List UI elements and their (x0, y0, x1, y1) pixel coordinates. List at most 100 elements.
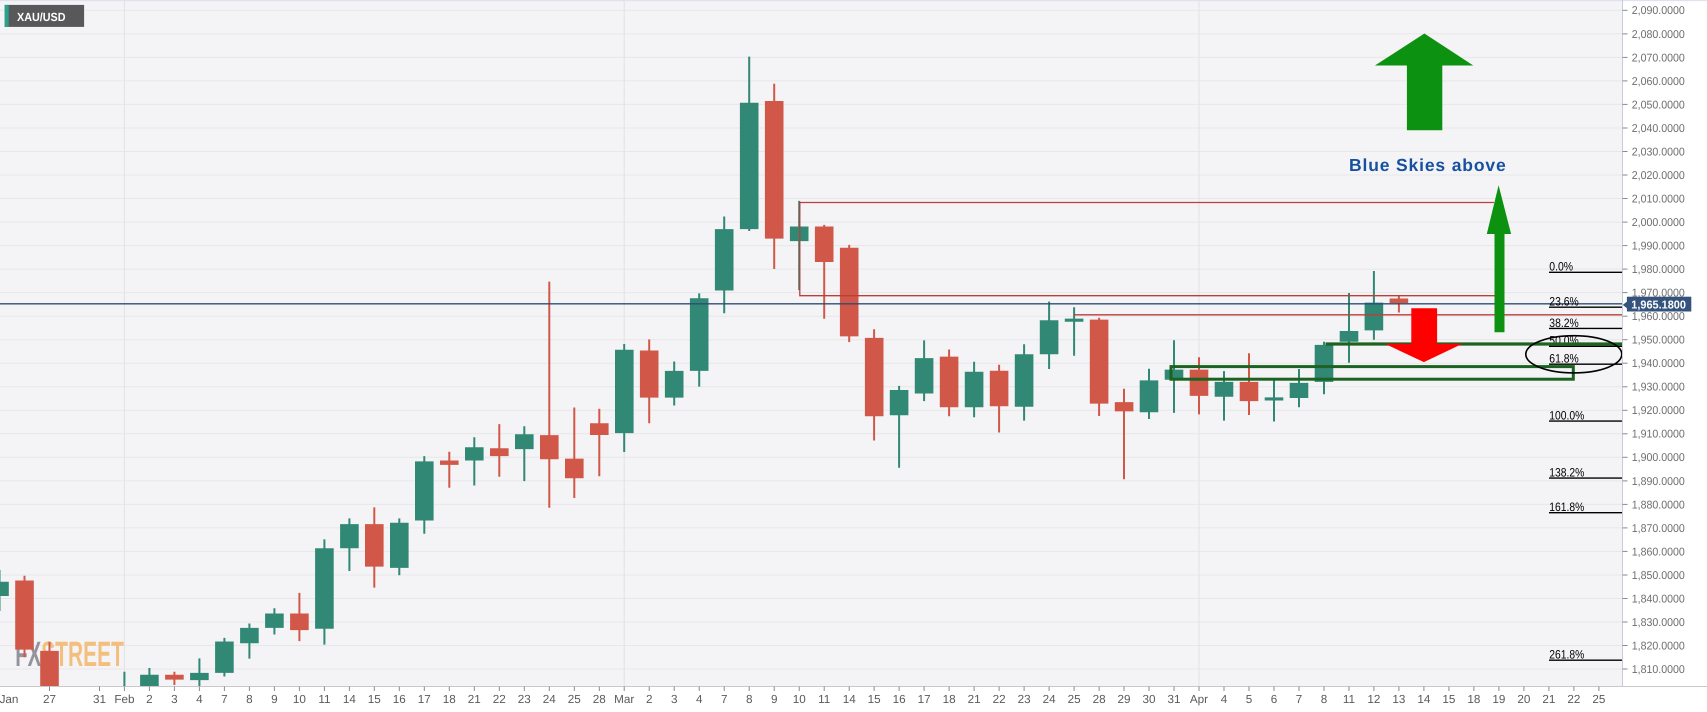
svg-text:7: 7 (221, 693, 228, 706)
svg-text:1,830.0000: 1,830.0000 (1632, 617, 1685, 629)
svg-text:28: 28 (1093, 693, 1106, 706)
svg-text:23: 23 (518, 693, 531, 706)
svg-text:1,870.0000: 1,870.0000 (1632, 523, 1685, 535)
svg-text:2,020.0000: 2,020.0000 (1632, 170, 1685, 182)
svg-text:9: 9 (771, 693, 778, 706)
svg-text:22: 22 (493, 693, 506, 706)
svg-text:16: 16 (393, 693, 406, 706)
svg-text:1,820.0000: 1,820.0000 (1632, 640, 1685, 652)
svg-text:9: 9 (271, 693, 278, 706)
svg-text:13: 13 (1392, 693, 1405, 706)
svg-text:2,060.0000: 2,060.0000 (1632, 76, 1685, 88)
svg-text:25: 25 (1592, 693, 1606, 706)
svg-text:1,810.0000: 1,810.0000 (1632, 664, 1685, 676)
svg-text:8: 8 (746, 693, 753, 706)
svg-text:2,040.0000: 2,040.0000 (1632, 123, 1685, 135)
svg-text:3: 3 (671, 693, 678, 706)
svg-text:11: 11 (1343, 693, 1355, 706)
svg-text:1,920.0000: 1,920.0000 (1632, 405, 1685, 417)
svg-text:23.6%: 23.6% (1549, 295, 1579, 309)
svg-text:19: 19 (1492, 693, 1505, 706)
svg-text:22: 22 (1567, 693, 1580, 706)
svg-text:4: 4 (196, 693, 203, 706)
svg-text:2,010.0000: 2,010.0000 (1632, 193, 1685, 205)
svg-text:31: 31 (1167, 693, 1180, 706)
svg-text:1,890.0000: 1,890.0000 (1632, 476, 1685, 488)
svg-text:Feb: Feb (114, 693, 135, 706)
svg-text:261.8%: 261.8% (1549, 648, 1584, 662)
svg-text:25: 25 (1068, 693, 1082, 706)
svg-text:1,910.0000: 1,910.0000 (1632, 429, 1685, 441)
svg-text:1,940.0000: 1,940.0000 (1632, 358, 1685, 370)
svg-text:8: 8 (246, 693, 253, 706)
svg-text:100.0%: 100.0% (1549, 409, 1584, 423)
svg-text:24: 24 (1043, 693, 1057, 706)
svg-text:Jan: Jan (0, 693, 18, 706)
svg-text:25: 25 (568, 693, 582, 706)
svg-text:17: 17 (918, 693, 931, 706)
svg-text:4: 4 (696, 693, 703, 706)
svg-text:10: 10 (793, 693, 807, 706)
svg-text:30: 30 (1142, 693, 1156, 706)
svg-text:27: 27 (43, 693, 56, 706)
svg-text:23: 23 (1018, 693, 1031, 706)
svg-text:1,990.0000: 1,990.0000 (1632, 241, 1685, 253)
svg-text:15: 15 (368, 693, 382, 706)
svg-text:14: 14 (1417, 693, 1431, 706)
svg-text:31: 31 (93, 693, 106, 706)
svg-text:XAU/USD: XAU/USD (17, 10, 66, 24)
svg-text:2,000.0000: 2,000.0000 (1632, 217, 1685, 229)
svg-text:17: 17 (418, 693, 431, 706)
svg-text:7: 7 (721, 693, 728, 706)
svg-text:2: 2 (646, 693, 653, 706)
svg-text:1,850.0000: 1,850.0000 (1632, 570, 1685, 582)
svg-text:12: 12 (1367, 693, 1380, 706)
svg-text:1,880.0000: 1,880.0000 (1632, 499, 1685, 511)
svg-text:24: 24 (543, 693, 557, 706)
svg-text:1,950.0000: 1,950.0000 (1632, 335, 1685, 347)
svg-text:4: 4 (1221, 693, 1228, 706)
svg-text:7: 7 (1296, 693, 1303, 706)
svg-text:5: 5 (1246, 693, 1253, 706)
svg-text:2,070.0000: 2,070.0000 (1632, 52, 1685, 64)
svg-text:1,860.0000: 1,860.0000 (1632, 546, 1685, 558)
svg-text:1,960.0000: 1,960.0000 (1632, 311, 1685, 323)
svg-text:61.8%: 61.8% (1549, 352, 1579, 366)
svg-text:2,080.0000: 2,080.0000 (1632, 29, 1685, 41)
svg-text:Mar: Mar (614, 693, 634, 706)
svg-text:15: 15 (868, 693, 882, 706)
svg-text:21: 21 (468, 693, 481, 706)
svg-text:15: 15 (1442, 693, 1456, 706)
svg-text:2,050.0000: 2,050.0000 (1632, 99, 1685, 111)
svg-text:1,970.0000: 1,970.0000 (1632, 288, 1685, 300)
svg-text:2,090.0000: 2,090.0000 (1632, 5, 1685, 17)
svg-text:38.2%: 38.2% (1549, 316, 1579, 330)
svg-text:2,030.0000: 2,030.0000 (1632, 146, 1685, 158)
svg-text:11: 11 (318, 693, 330, 706)
svg-text:6: 6 (1271, 693, 1278, 706)
svg-text:16: 16 (893, 693, 906, 706)
svg-text:1,840.0000: 1,840.0000 (1632, 593, 1685, 605)
svg-text:11: 11 (818, 693, 830, 706)
svg-text:1,980.0000: 1,980.0000 (1632, 264, 1685, 276)
svg-text:1,965.1800: 1,965.1800 (1631, 299, 1686, 311)
svg-text:18: 18 (443, 693, 456, 706)
svg-text:10: 10 (293, 693, 307, 706)
svg-text:138.2%: 138.2% (1549, 466, 1584, 480)
svg-text:1,930.0000: 1,930.0000 (1632, 382, 1685, 394)
svg-text:29: 29 (1117, 693, 1130, 706)
svg-text:0.0%: 0.0% (1549, 260, 1573, 274)
svg-text:14: 14 (843, 693, 857, 706)
svg-text:1,900.0000: 1,900.0000 (1632, 452, 1685, 464)
svg-text:18: 18 (1467, 693, 1480, 706)
svg-text:28: 28 (593, 693, 606, 706)
svg-text:Blue Skies above: Blue Skies above (1349, 155, 1507, 175)
svg-text:3: 3 (171, 693, 178, 706)
svg-text:21: 21 (968, 693, 981, 706)
svg-text:14: 14 (343, 693, 357, 706)
svg-text:22: 22 (993, 693, 1006, 706)
svg-text:161.8%: 161.8% (1549, 500, 1584, 514)
svg-text:21: 21 (1542, 693, 1555, 706)
svg-text:18: 18 (943, 693, 956, 706)
svg-text:2: 2 (146, 693, 153, 706)
